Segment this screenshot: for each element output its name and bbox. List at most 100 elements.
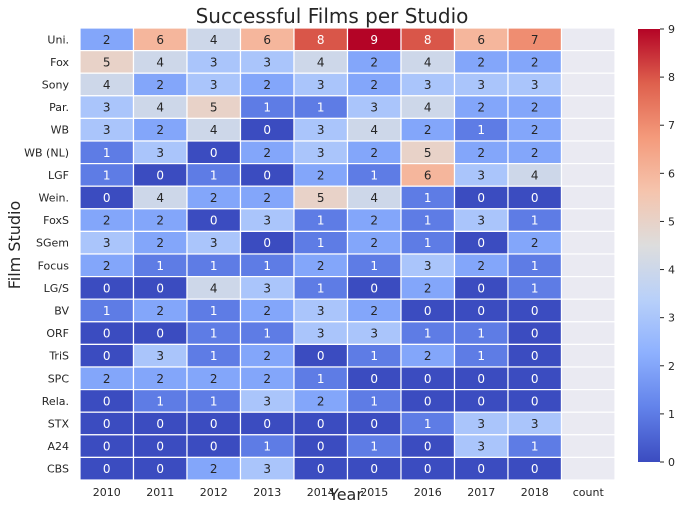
cell-value-label: 0 [263,236,271,250]
cell-value-label: 1 [477,349,485,363]
cell-value-label: 1 [424,417,432,431]
x-tick-label: 2015 [360,486,388,499]
cell-value-label: 9 [370,33,378,47]
cell-value-label: 0 [156,417,164,431]
cell-value-label: 1 [370,259,378,273]
cell-value-label: 0 [370,372,378,386]
cell-value-label: 0 [424,372,432,386]
y-tick-label: BV [54,305,69,318]
cell-value-label: 2 [210,462,218,476]
cell-value-label: 2 [477,146,485,160]
colorbar-tick-label: 2 [668,360,675,373]
colorbar-tick-label: 5 [668,215,675,228]
colorbar-tick-label: 0 [668,456,675,469]
cell-value-label: 0 [424,462,432,476]
colorbar-tick-label: 1 [668,408,675,421]
cell-value-label: 0 [103,327,111,341]
heatmap-cell [560,163,616,187]
cell-value-label: 1 [477,327,485,341]
cell-value-label: 0 [531,394,539,408]
cell-value-label: 2 [531,101,539,115]
cell-value-label: 1 [263,440,271,454]
cell-value-label: 1 [103,304,111,318]
heatmap-cell [560,434,616,458]
colorbar-tick-label: 3 [668,312,675,325]
y-tick-label: WB (NL) [24,146,69,159]
cell-value-label: 0 [103,349,111,363]
cell-value-label: 3 [477,78,485,92]
cell-value-label: 5 [103,55,111,69]
cell-value-label: 2 [210,191,218,205]
x-tick-label: 2012 [200,486,228,499]
cell-value-label: 0 [103,417,111,431]
cell-value-label: 0 [103,462,111,476]
cell-value-label: 2 [370,78,378,92]
cell-value-label: 0 [477,191,485,205]
cell-value-label: 0 [477,304,485,318]
cell-value-label: 0 [156,462,164,476]
cell-value-label: 1 [263,259,271,273]
cell-value-label: 2 [531,146,539,160]
cell-value-label: 0 [263,168,271,182]
cell-value-label: 0 [103,440,111,454]
cell-value-label: 1 [156,259,164,273]
cell-value-label: 4 [370,191,378,205]
heatmap-cell [560,298,616,323]
cell-value-label: 3 [531,78,539,92]
cell-value-label: 0 [317,417,325,431]
cell-value-label: 2 [370,304,378,318]
colorbar-tick-label: 4 [668,264,675,277]
cell-value-label: 2 [103,259,111,273]
cell-value-label: 2 [263,78,271,92]
cell-value-label: 0 [370,462,378,476]
y-tick-label: CBS [47,463,69,476]
cell-value-label: 3 [317,78,325,92]
y-tick-label: Par. [49,101,69,114]
cell-value-label: 3 [263,214,271,228]
heatmap-cell [560,27,616,52]
cell-value-label: 0 [156,281,164,295]
chart-title: Successful Films per Studio [196,4,469,28]
heatmap-cell [560,411,616,436]
cell-value-label: 1 [210,304,218,318]
cell-value-label: 4 [210,123,218,137]
cell-value-label: 5 [424,146,432,160]
heatmap-cell [560,366,616,391]
cell-value-label: 4 [370,123,378,137]
cell-value-label: 2 [156,214,164,228]
cell-value-label: 4 [156,55,164,69]
cell-value-label: 3 [103,236,111,250]
x-tick-label: 2018 [521,486,549,499]
y-tick-label: Uni. [47,33,69,46]
cell-value-label: 5 [317,191,325,205]
cell-value-label: 2 [317,394,325,408]
cell-value-label: 2 [477,55,485,69]
cell-value-label: 0 [531,349,539,363]
cell-value-label: 3 [317,327,325,341]
cell-value-label: 1 [317,372,325,386]
cell-value-label: 1 [531,440,539,454]
y-tick-label: LG/S [44,282,69,295]
x-tick-label: 2017 [467,486,495,499]
cell-value-label: 2 [103,372,111,386]
cell-value-label: 2 [263,372,271,386]
cell-value-label: 0 [156,168,164,182]
cell-value-label: 3 [424,78,432,92]
cell-value-label: 1 [424,191,432,205]
cell-value-label: 2 [531,123,539,137]
cell-value-label: 1 [370,349,378,363]
cell-value-label: 0 [317,349,325,363]
cell-value-label: 0 [531,462,539,476]
cell-value-label: 1 [210,259,218,273]
y-tick-label: Sony [42,79,70,92]
cell-value-label: 0 [210,417,218,431]
y-tick-label: WB [51,124,69,137]
cell-value-label: 3 [210,236,218,250]
cell-value-label: 4 [317,55,325,69]
cell-value-label: 0 [156,327,164,341]
cell-value-label: 1 [263,101,271,115]
cell-value-label: 3 [103,101,111,115]
cell-value-label: 2 [531,55,539,69]
cell-value-label: 8 [317,33,325,47]
cell-value-label: 0 [103,394,111,408]
